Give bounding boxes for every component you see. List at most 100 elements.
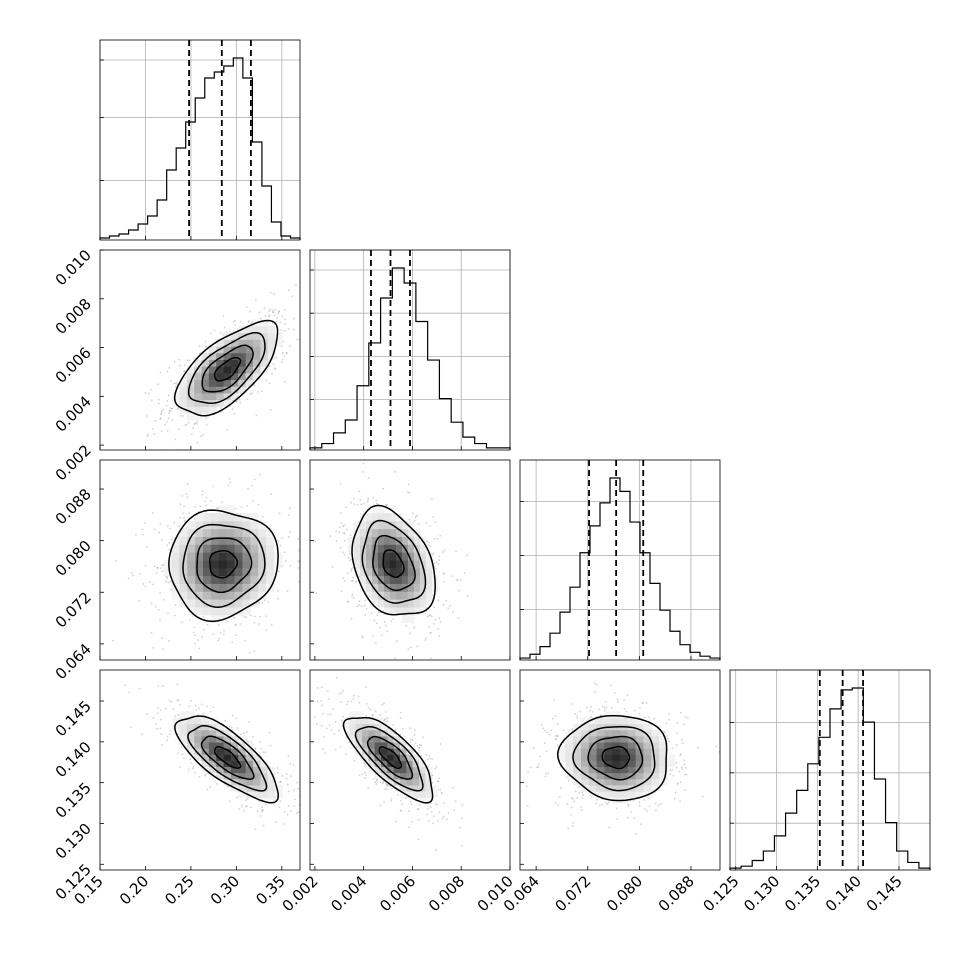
- density-cell: [253, 754, 261, 761]
- sample-point: [278, 310, 280, 312]
- density-cell: [395, 591, 403, 600]
- density-cell: [400, 748, 407, 755]
- sample-point: [340, 691, 343, 694]
- density-cell: [266, 552, 275, 561]
- density-cell: [210, 559, 220, 569]
- sample-point: [290, 810, 293, 813]
- sample-point: [399, 733, 402, 736]
- sample-point: [138, 599, 141, 602]
- contour-level-0: [213, 357, 242, 382]
- sample-point: [334, 720, 337, 723]
- density-cell: [179, 729, 188, 737]
- sample-point: [190, 762, 193, 764]
- sample-point: [145, 546, 148, 548]
- density-cell: [203, 559, 212, 569]
- sample-point: [373, 777, 375, 780]
- sample-point: [278, 570, 280, 573]
- sample-point: [169, 580, 171, 583]
- sample-point: [365, 714, 368, 717]
- density-cell: [245, 346, 254, 354]
- sample-point: [313, 715, 316, 718]
- density-cell: [407, 583, 415, 592]
- sample-point: [607, 801, 610, 804]
- sample-point: [156, 712, 159, 715]
- sample-point: [536, 766, 539, 769]
- sample-point: [676, 721, 679, 724]
- density-cell: [186, 748, 195, 755]
- density-cell: [201, 352, 210, 360]
- density-cell: [216, 359, 225, 367]
- sample-point: [638, 707, 641, 709]
- sample-point: [461, 817, 463, 820]
- sample-point: [301, 809, 303, 811]
- contour-level-1: [196, 537, 253, 594]
- sample-point: [166, 525, 169, 527]
- sample-point: [205, 423, 208, 426]
- density-cell: [374, 729, 382, 737]
- sample-point: [526, 805, 529, 808]
- sample-point: [374, 710, 377, 713]
- sample-point: [575, 717, 578, 719]
- sample-point: [442, 572, 445, 575]
- density-cell: [230, 392, 239, 401]
- density-cell: [359, 583, 367, 592]
- sample-point: [188, 359, 190, 362]
- density-cell: [374, 735, 382, 743]
- density-cell: [266, 567, 275, 577]
- density-cell: [230, 332, 239, 340]
- sample-point: [246, 740, 249, 743]
- density-cell: [234, 520, 243, 530]
- sample-point: [626, 816, 629, 819]
- sample-point: [433, 623, 435, 625]
- density-cell: [389, 559, 397, 569]
- sample-point: [426, 662, 428, 664]
- sample-point: [399, 809, 402, 812]
- contour-level-1: [372, 534, 416, 592]
- sample-point: [442, 815, 445, 818]
- sample-point: [248, 721, 251, 723]
- sample-point: [360, 605, 363, 608]
- sample-point: [669, 773, 672, 775]
- sample-point: [596, 798, 598, 801]
- sample-point: [454, 800, 457, 803]
- density-cell: [230, 735, 239, 743]
- density-cell: [258, 583, 267, 592]
- density-cell: [425, 559, 433, 569]
- sample-point: [399, 711, 402, 714]
- sample-point: [166, 400, 169, 402]
- sample-point: [144, 564, 147, 567]
- density-cell: [377, 520, 385, 530]
- density-cell: [179, 406, 188, 414]
- sample-point: [286, 783, 289, 786]
- sample-point: [288, 531, 291, 533]
- density-cell: [383, 606, 391, 616]
- density-cell: [238, 760, 247, 768]
- sample-point: [529, 766, 532, 769]
- sample-point: [374, 641, 377, 644]
- sample-point: [616, 698, 619, 701]
- density-cell: [258, 559, 267, 569]
- density-cell: [253, 326, 261, 334]
- sample-point: [375, 499, 378, 502]
- sample-point: [132, 574, 134, 577]
- density-cell: [194, 359, 203, 367]
- sample-point: [257, 503, 260, 506]
- density-cell: [245, 379, 254, 387]
- sample-point: [335, 676, 338, 679]
- sample-point: [184, 424, 187, 427]
- sample-point: [231, 640, 234, 643]
- sample-point: [296, 781, 299, 784]
- sample-point: [168, 548, 171, 551]
- density-cell: [208, 766, 217, 774]
- density-cell: [353, 552, 361, 561]
- sample-point: [247, 321, 250, 324]
- sample-point: [263, 307, 266, 310]
- sample-point: [130, 572, 133, 574]
- sample-point: [239, 623, 242, 625]
- density-cell: [258, 552, 267, 561]
- density-cell: [250, 559, 259, 569]
- density-cell: [195, 528, 204, 537]
- density-cell: [393, 742, 401, 749]
- sample-point: [546, 772, 549, 775]
- sample-point: [455, 550, 457, 553]
